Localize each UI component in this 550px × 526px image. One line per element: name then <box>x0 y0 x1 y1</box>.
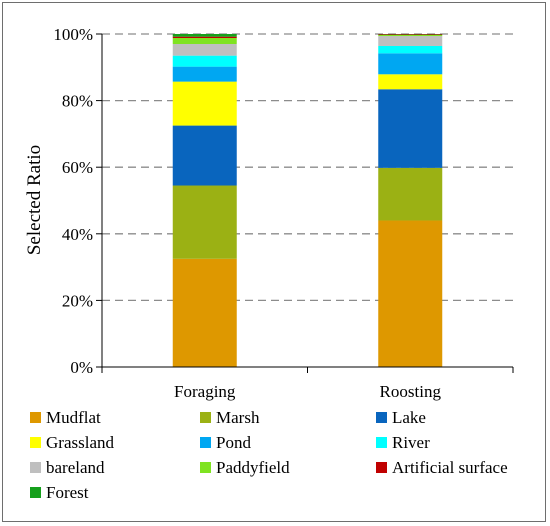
y-axis-label: Selected Ratio <box>24 145 45 255</box>
legend-swatch <box>30 462 41 473</box>
legend-label: Artificial surface <box>392 458 508 477</box>
legend-swatch <box>200 412 211 423</box>
legend-label: Forest <box>46 483 89 502</box>
legend-label: Lake <box>392 408 426 427</box>
bar-segment-lake <box>378 89 443 168</box>
legend-swatch <box>30 437 41 448</box>
legend: Mudflat Marsh Lake Grassland Pond River barela… <box>30 408 508 502</box>
y-tick-label: 60% <box>62 158 93 177</box>
legend-label: River <box>392 433 430 452</box>
bar-segment-river <box>378 45 443 54</box>
bar-segment-grassland <box>378 74 443 90</box>
bar-segment-bareland <box>378 35 443 46</box>
bar-segment-river <box>172 55 237 67</box>
gridlines <box>102 33 513 302</box>
axes <box>101 34 513 368</box>
bar-segment-marsh <box>378 167 443 221</box>
bar-segment-grassland <box>172 81 237 126</box>
legend-swatch <box>376 437 387 448</box>
legend-label: bareland <box>46 458 105 477</box>
x-tick-labels: Foraging Roosting <box>101 367 514 401</box>
bar-segment-marsh <box>172 185 237 259</box>
bar-segment-pond <box>172 66 237 82</box>
chart-frame <box>2 2 546 522</box>
y-tick-label: 80% <box>62 92 93 111</box>
legend-swatch <box>376 462 387 473</box>
bar-segment-mudflat <box>378 220 443 367</box>
bar-segment-lake <box>172 125 237 186</box>
y-tick-label: 40% <box>62 225 93 244</box>
bar-segment-artificial-surface <box>378 34 443 35</box>
bar-segment-bareland <box>172 43 237 56</box>
bars <box>172 34 443 367</box>
bar-segment-artificial-surface <box>172 36 237 38</box>
x-tick-label: Foraging <box>174 382 236 401</box>
legend-swatch <box>200 462 211 473</box>
legend-label: Marsh <box>216 408 260 427</box>
bar-segment-paddyfield <box>378 34 443 36</box>
y-tick-label: 100% <box>53 25 93 44</box>
y-tick-label: 20% <box>62 291 93 310</box>
bar-segment-mudflat <box>172 258 237 367</box>
x-tick-label: Roosting <box>380 382 442 401</box>
legend-label: Mudflat <box>46 408 101 427</box>
legend-label: Paddyfield <box>216 458 290 477</box>
legend-swatch <box>376 412 387 423</box>
legend-swatch <box>200 437 211 448</box>
legend-label: Grassland <box>46 433 114 452</box>
bar-segment-forest <box>172 34 237 37</box>
legend-swatch <box>30 487 41 498</box>
legend-label: Pond <box>216 433 251 452</box>
bar-segment-paddyfield <box>172 37 237 44</box>
bar-segment-pond <box>378 53 443 75</box>
legend-swatch <box>30 412 41 423</box>
y-tick-label: 0% <box>70 358 93 377</box>
y-tick-labels: 0% 20% 40% 60% 80% 100% <box>53 25 102 377</box>
